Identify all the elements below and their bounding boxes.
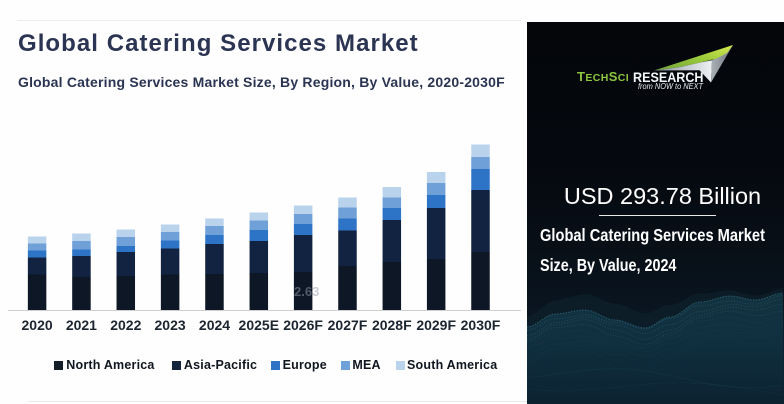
- svg-text:TECHSCI: TECHSCI: [577, 69, 629, 84]
- svg-text:from NOW to NEXT: from NOW to NEXT: [638, 82, 704, 91]
- svg-text:RESEARCH: RESEARCH: [633, 69, 704, 85]
